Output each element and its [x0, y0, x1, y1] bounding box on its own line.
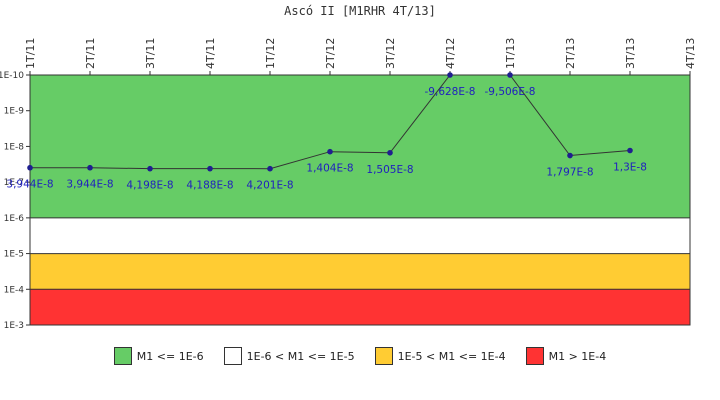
x-tick-label: 2T/12 [324, 38, 337, 69]
data-label: -9,506E-8 [485, 86, 536, 98]
legend-item-band-3: 1E-5 < M1 <= 1E-4 [374, 347, 506, 365]
data-point [507, 72, 513, 78]
data-point [267, 165, 273, 172]
gridlines [30, 217, 690, 290]
x-tick-label: 3T/11 [144, 38, 157, 69]
data-label: 1,505E-8 [366, 164, 413, 176]
band-3 [30, 253, 690, 290]
data-label: -9,628E-8 [425, 86, 476, 98]
data-label: 1,3E-8 [613, 161, 647, 173]
y-tick-label: 1E-7 [4, 178, 24, 188]
y-tick-label: 1E-4 [4, 285, 25, 295]
data-point [387, 149, 393, 156]
x-tick-label: 4T/12 [444, 38, 457, 69]
legend-item-band-1: M1 <= 1E-6 [113, 347, 204, 365]
plot-frame [29, 74, 691, 326]
x-tick-label: 1T/13 [504, 38, 517, 69]
legend-label: M1 > 1E-4 [548, 349, 607, 363]
data-point [327, 148, 333, 155]
legend-swatch-yellow [374, 347, 393, 365]
x-tick-label: 2T/13 [564, 38, 577, 69]
data-label: 3,944E-8 [6, 179, 53, 191]
data-label: 4,198E-8 [126, 180, 173, 192]
threshold-bands [30, 75, 690, 325]
x-tick-label: 3T/13 [624, 38, 637, 69]
legend-label: 1E-5 < M1 <= 1E-4 [397, 349, 506, 363]
data-label: 3,944E-8 [66, 179, 113, 191]
x-tick-label: 3T/12 [384, 38, 397, 69]
y-tick-label: 1E-10 [0, 71, 24, 81]
data-point [27, 164, 33, 171]
legend-item-band-4: M1 > 1E-4 [525, 347, 607, 365]
legend-swatch-white [223, 347, 242, 365]
y-tick-label: 1E-6 [4, 214, 25, 224]
data-label: 4,201E-8 [246, 180, 293, 192]
y-axis: 1E-10 1E-9 1E-8 1E-7 1E-6 1E-5 1E-4 1E-3 [0, 71, 30, 331]
data-point [147, 165, 153, 172]
legend-label: 1E-6 < M1 <= 1E-5 [246, 349, 355, 363]
band-2 [30, 217, 690, 254]
data-label: 4,188E-8 [186, 180, 233, 192]
legend-swatch-green [113, 347, 132, 365]
legend: M1 <= 1E-6 1E-6 < M1 <= 1E-5 1E-5 < M1 <… [0, 345, 720, 367]
x-tick-label: 1T/12 [264, 38, 277, 69]
legend-swatch-red [525, 347, 544, 365]
data-point [447, 72, 453, 78]
legend-label: M1 <= 1E-6 [136, 349, 204, 363]
band-1 [30, 75, 690, 218]
y-tick-label: 1E-9 [4, 107, 25, 117]
x-axis: 1T/11 2T/11 3T/11 4T/11 1T/12 2T/12 3T/12 4T/12… [24, 38, 697, 75]
data-labels: 3,944E-8 3,944E-8 4,198E-8 4,188E-8 4,201E-8… [6, 86, 646, 192]
y-tick-label: 1E-5 [4, 250, 24, 260]
y-tick-label: 1E-3 [4, 321, 24, 331]
data-label: 1,797E-8 [546, 167, 593, 179]
x-tick-label: 4T/13 [684, 38, 697, 69]
data-label: 1,404E-8 [306, 163, 353, 175]
chart: Ascó II [M1RHR 4T/13] 1E-101E-91E-81E-71… [0, 4, 697, 331]
data-point [87, 164, 93, 171]
x-tick-label: 4T/11 [204, 38, 217, 69]
band-4 [30, 289, 690, 325]
data-point [567, 152, 573, 159]
chart-title: Ascó II [M1RHR 4T/13] [284, 4, 436, 18]
series-line-group [27, 72, 633, 172]
legend-item-band-2: 1E-6 < M1 <= 1E-5 [223, 347, 355, 365]
x-tick-label: 2T/11 [84, 38, 97, 69]
x-tick-label: 1T/11 [24, 38, 37, 69]
y-tick-label: 1E-8 [4, 142, 25, 152]
data-point [207, 165, 213, 172]
data-point [627, 147, 633, 154]
